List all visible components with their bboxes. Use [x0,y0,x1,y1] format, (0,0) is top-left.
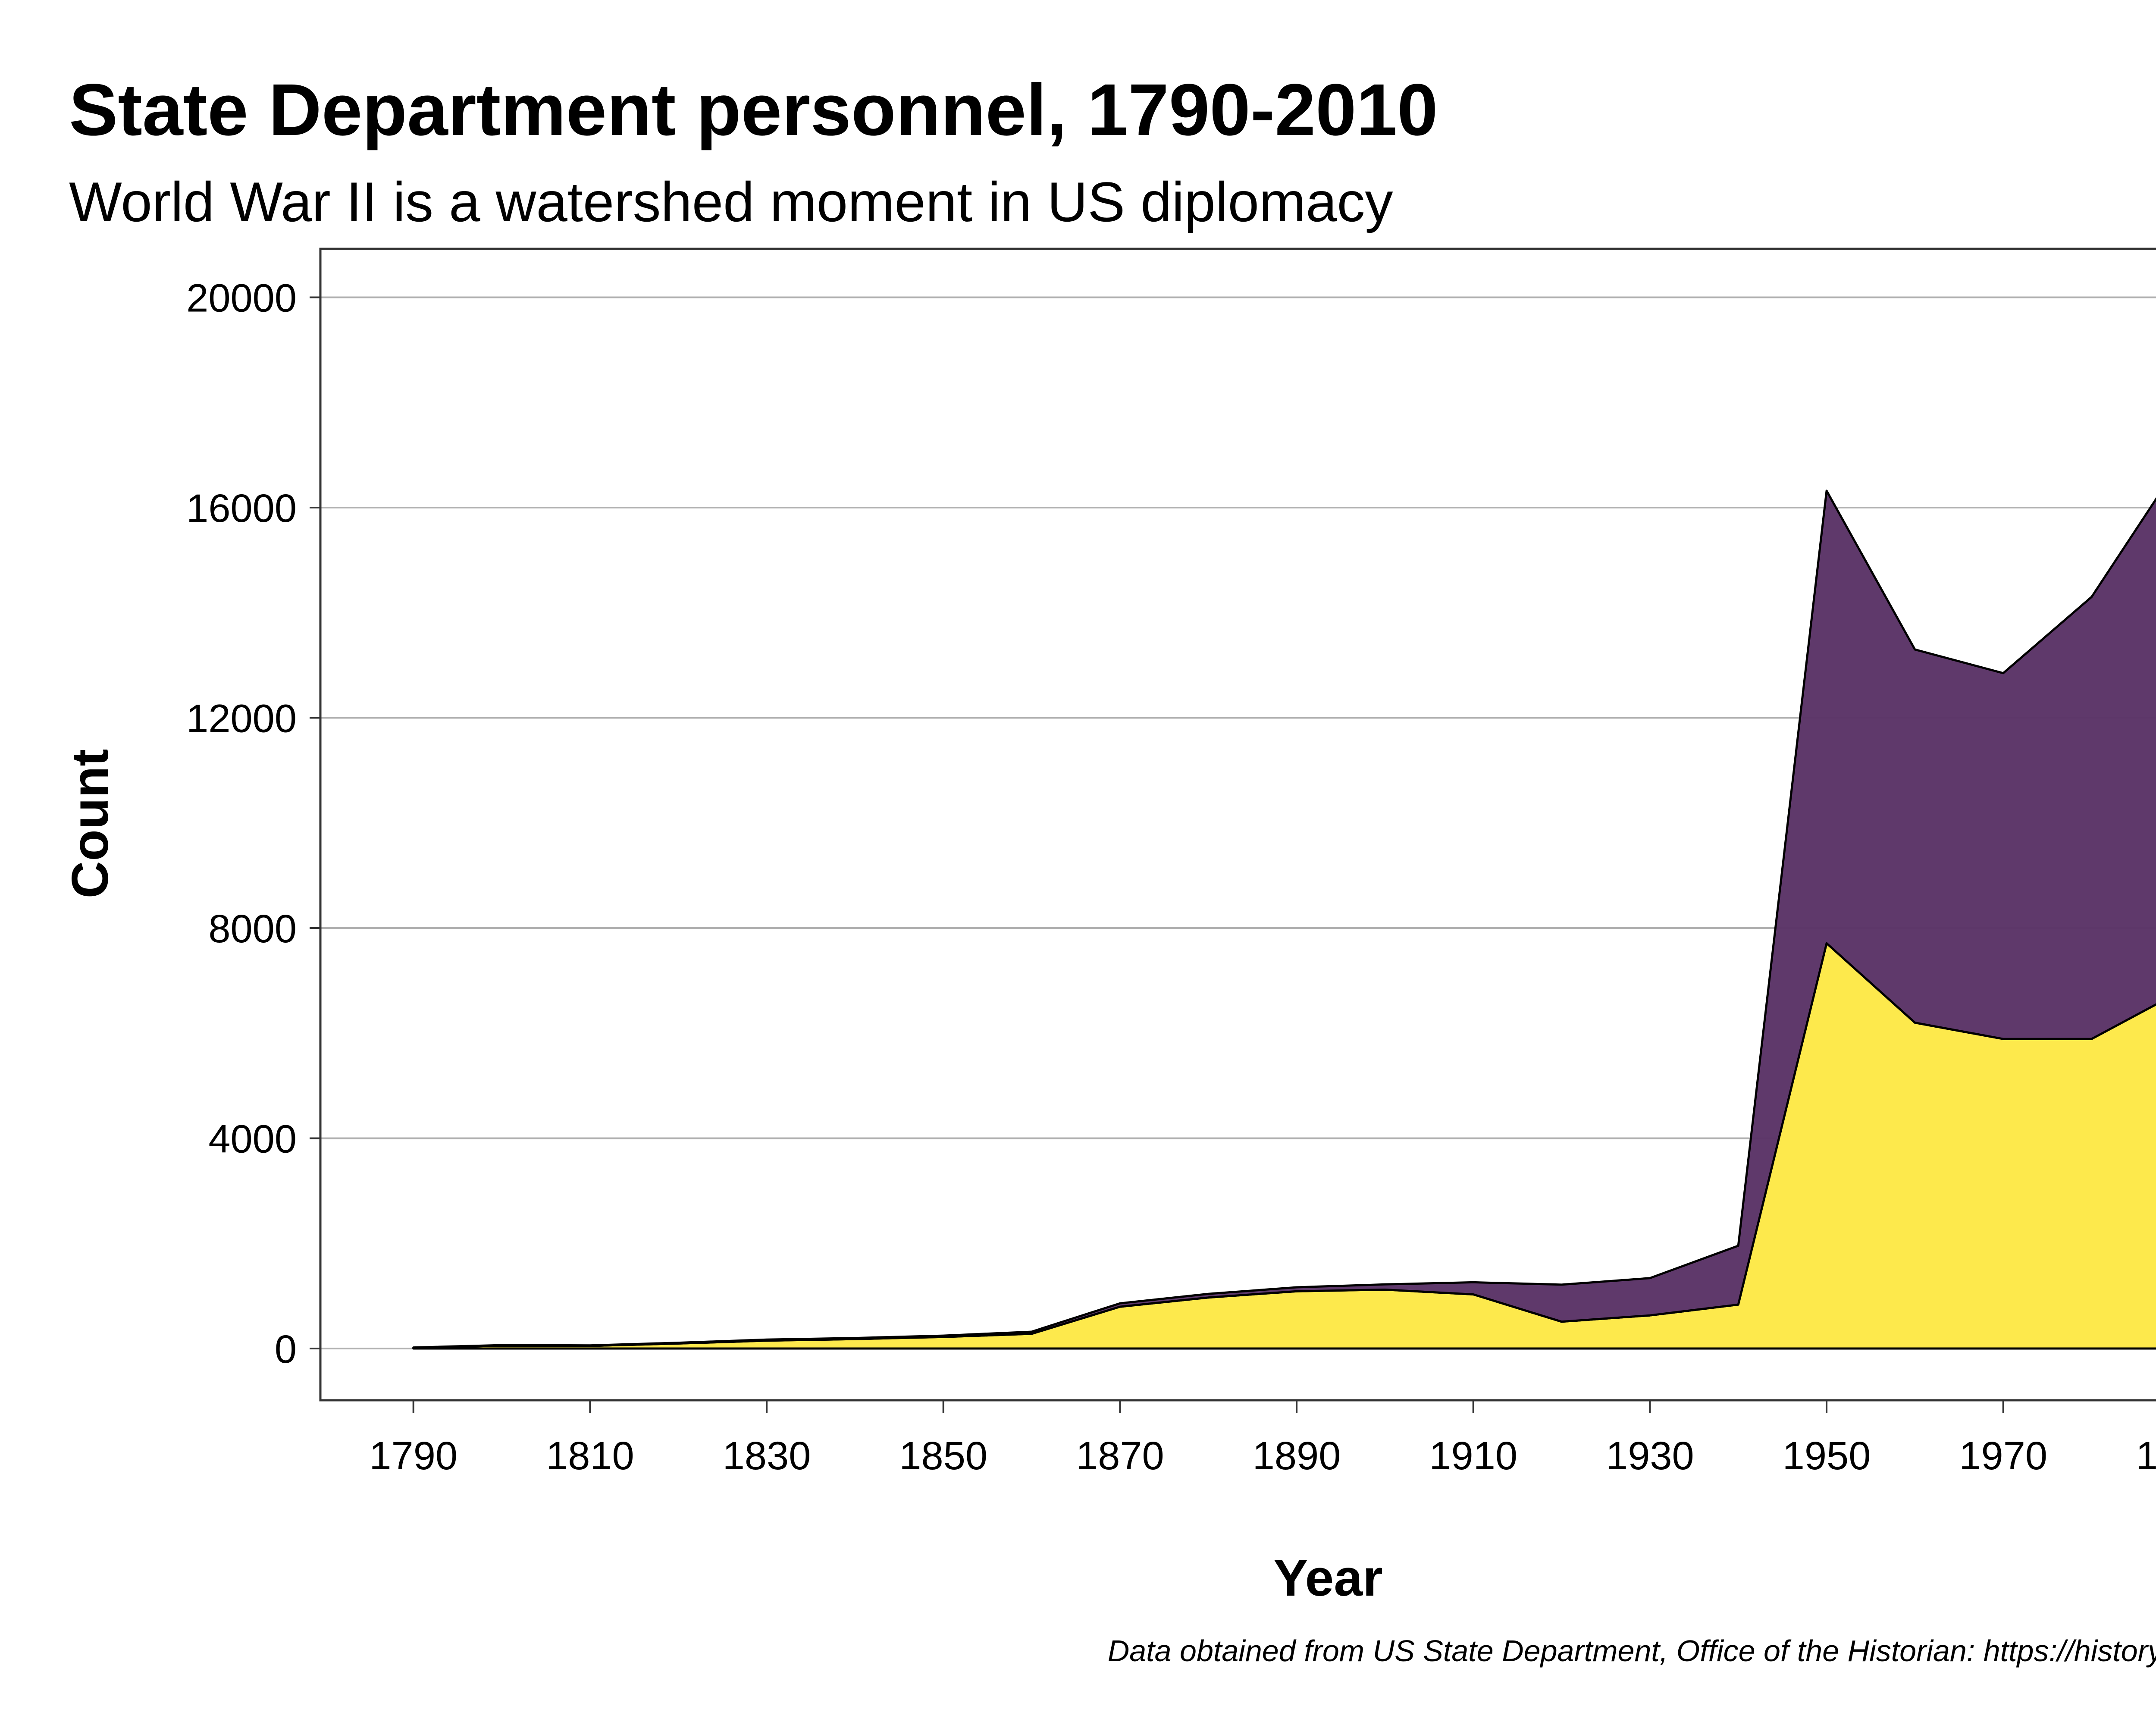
chart-title: State Department personnel, 1790-2010 [69,69,1438,151]
chart-caption: Data obtained from US State Department, … [1108,1634,2156,1668]
y-tick-label: 20000 [186,276,297,320]
y-tick-label: 16000 [186,486,297,530]
plot-areas [412,489,2156,1350]
x-tick-label: 1950 [1783,1434,1871,1478]
x-axis-title: Year [1273,1549,1383,1607]
x-tick-label: 1990 [2136,1434,2156,1478]
x-tick-label: 1970 [1959,1434,2047,1478]
x-tick-label: 1890 [1253,1434,1341,1478]
area-domestic [412,489,2156,1349]
x-tick-label: 1810 [546,1434,634,1478]
x-tick-label: 1930 [1606,1434,1694,1478]
y-tick-label: 0 [275,1327,297,1371]
y-axis-title: Count [61,749,119,899]
chart-subtitle: World War II is a watershed moment in US… [69,170,1393,233]
x-tick-label: 1830 [723,1434,811,1478]
panel-border [319,248,2156,1402]
x-tick-label: 1910 [1429,1434,1517,1478]
x-axis: 1790 1810 1830 1850 1870 1890 1910 1930 1950 1970… [369,1400,2156,1478]
x-tick-label: 1790 [369,1434,458,1478]
y-tick-label: 12000 [186,697,297,741]
y-axis: 0 4000 8000 12000 16000 20000 [186,276,320,1371]
y-tick-label: 8000 [208,907,297,951]
x-tick-label: 1850 [899,1434,987,1478]
x-tick-label: 1870 [1076,1434,1164,1478]
y-tick-label: 4000 [208,1117,297,1161]
